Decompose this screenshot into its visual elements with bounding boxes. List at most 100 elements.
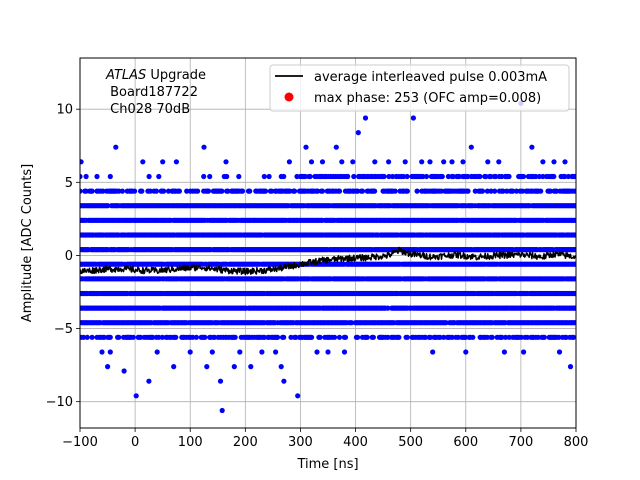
sample-point (339, 159, 345, 165)
sample-point (381, 173, 387, 180)
sample-point (355, 334, 361, 340)
sample-point (231, 364, 237, 370)
legend: average interleaved pulse 0.003mA max ph… (269, 64, 570, 112)
sample-point (99, 349, 105, 355)
sample-point (385, 305, 391, 311)
sample-point (232, 334, 238, 340)
sample-point (223, 159, 229, 165)
sample-point (146, 378, 152, 384)
sample-point (521, 349, 527, 355)
sample-point (119, 188, 125, 194)
sample-point (573, 290, 576, 297)
sample-point (89, 188, 95, 194)
sample-point (439, 173, 445, 180)
annotation-rest: Upgrade (146, 68, 206, 83)
sample-point (325, 349, 331, 355)
sample-point (160, 159, 166, 165)
sample-point (404, 188, 410, 194)
sample-point (465, 188, 471, 194)
sample-point (266, 173, 272, 180)
sample-point (404, 173, 410, 180)
sample-point (105, 364, 111, 370)
sample-point (402, 159, 408, 165)
sample-point (187, 349, 193, 355)
sample-point (205, 188, 212, 194)
sample-point (540, 159, 546, 165)
sample-point (195, 188, 201, 194)
sample-point (219, 188, 225, 194)
sample-point (130, 334, 136, 340)
annotation-italic: ATLAS (105, 68, 146, 83)
sample-point (237, 349, 243, 355)
sample-point (551, 173, 557, 180)
sample-point (295, 393, 301, 399)
y-tick-label: 5 (65, 176, 73, 191)
sample-point (341, 349, 348, 355)
sample-point (309, 334, 315, 340)
sample-point (217, 378, 224, 384)
sample-point (573, 261, 576, 267)
sample-point (209, 349, 215, 355)
sample-point (372, 159, 378, 165)
sample-point (529, 144, 535, 150)
x-tick-label: 300 (288, 435, 313, 450)
sample-point (314, 349, 320, 355)
sample-point (153, 188, 159, 194)
sample-point (396, 334, 402, 340)
sample-point (275, 334, 281, 340)
sample-point (107, 173, 113, 180)
sample-point (350, 159, 356, 165)
sample-point (573, 247, 576, 253)
sample-point (573, 276, 576, 282)
sample-point (538, 188, 544, 194)
sample-point (201, 173, 207, 180)
sample-point (132, 188, 138, 194)
x-tick-label: 600 (453, 435, 478, 450)
sample-point (441, 159, 447, 165)
sample-point (372, 188, 378, 194)
sample-point (468, 144, 474, 150)
sample-point (248, 364, 254, 370)
annotation-line-3: Ch028 70dB (106, 102, 190, 117)
sample-point (83, 173, 89, 180)
sample-point (259, 349, 265, 355)
legend-marker-swatch (284, 92, 294, 102)
sample-point (156, 173, 162, 180)
legend-entry-max-phase: max phase: 253 (OFC amp=0.008) (314, 91, 541, 106)
sample-point (273, 349, 279, 355)
sample-point (492, 188, 498, 194)
sample-point (489, 334, 495, 340)
sample-point (410, 115, 416, 121)
sample-point (154, 349, 160, 355)
sample-point (364, 334, 370, 340)
sample-point (236, 173, 242, 180)
sample-point (404, 334, 410, 340)
sample-point (355, 130, 361, 136)
sample-point (278, 364, 284, 370)
sample-point (479, 188, 486, 194)
sample-point (308, 159, 315, 165)
y-tick-label: 10 (56, 103, 73, 118)
x-tick-label: −100 (62, 435, 98, 450)
sample-point (460, 159, 466, 165)
sample-point (202, 334, 208, 340)
sample-point (204, 364, 210, 370)
y-tick-label: −10 (46, 395, 73, 410)
sample-point (176, 188, 182, 194)
sample-point (262, 188, 269, 194)
y-tick-label: 0 (65, 249, 73, 264)
sample-point (419, 159, 425, 165)
sample-point (501, 349, 507, 355)
sample-point (332, 334, 338, 340)
sample-point (370, 334, 376, 340)
sample-point (349, 320, 355, 326)
sample-point (477, 173, 483, 180)
sample-point (303, 144, 309, 150)
sample-point (336, 334, 343, 340)
sample-point (292, 188, 298, 194)
y-tick-label: −5 (54, 322, 73, 337)
sample-point (307, 173, 313, 180)
sample-point (359, 188, 366, 194)
sample-point (333, 144, 339, 150)
